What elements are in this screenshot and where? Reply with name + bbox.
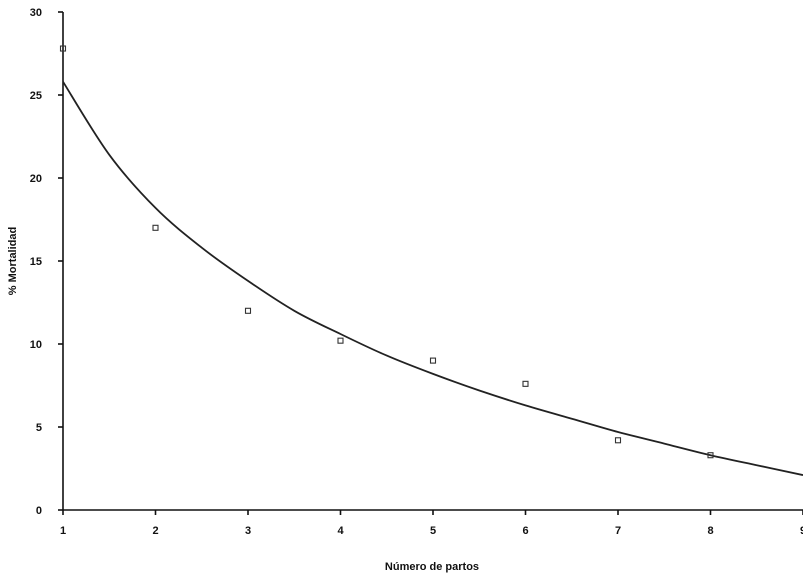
data-point bbox=[522, 380, 529, 387]
data-point bbox=[429, 357, 437, 364]
data-point bbox=[244, 307, 252, 314]
data-point bbox=[337, 337, 344, 344]
data-point bbox=[152, 224, 159, 231]
y-tick-label: 25 bbox=[30, 90, 42, 102]
x-tick-label: 5 bbox=[430, 525, 436, 537]
y-tick-label: 20 bbox=[30, 173, 42, 185]
axes bbox=[62, 12, 803, 511]
y-tick-label: 15 bbox=[30, 256, 42, 268]
data-point bbox=[614, 437, 622, 444]
trend-line bbox=[62, 81, 803, 476]
y-tick-label: 30 bbox=[30, 7, 42, 19]
x-tick-label: 6 bbox=[522, 525, 528, 537]
y-tick-label: 0 bbox=[36, 505, 42, 517]
x-axis-title: Número de partos bbox=[385, 561, 479, 573]
data-point bbox=[707, 452, 714, 459]
x-tick-label: 1 bbox=[60, 525, 66, 537]
x-tick-label: 8 bbox=[707, 525, 713, 537]
y-axis-ticks: 0 5 10 15 20 25 30 bbox=[30, 7, 63, 517]
x-axis-ticks: 1 2 3 4 5 6 7 8 9 bbox=[60, 510, 803, 537]
y-tick-label: 5 bbox=[36, 422, 42, 434]
data-point bbox=[59, 45, 67, 52]
x-tick-label: 3 bbox=[245, 525, 251, 537]
x-tick-label: 4 bbox=[337, 525, 344, 537]
y-axis-title: % Mortalidad bbox=[7, 227, 19, 295]
data-points bbox=[59, 45, 714, 459]
x-tick-label: 7 bbox=[615, 525, 621, 537]
x-tick-label: 2 bbox=[152, 525, 158, 537]
x-tick-label: 9 bbox=[800, 525, 803, 537]
y-tick-label: 10 bbox=[30, 339, 42, 351]
